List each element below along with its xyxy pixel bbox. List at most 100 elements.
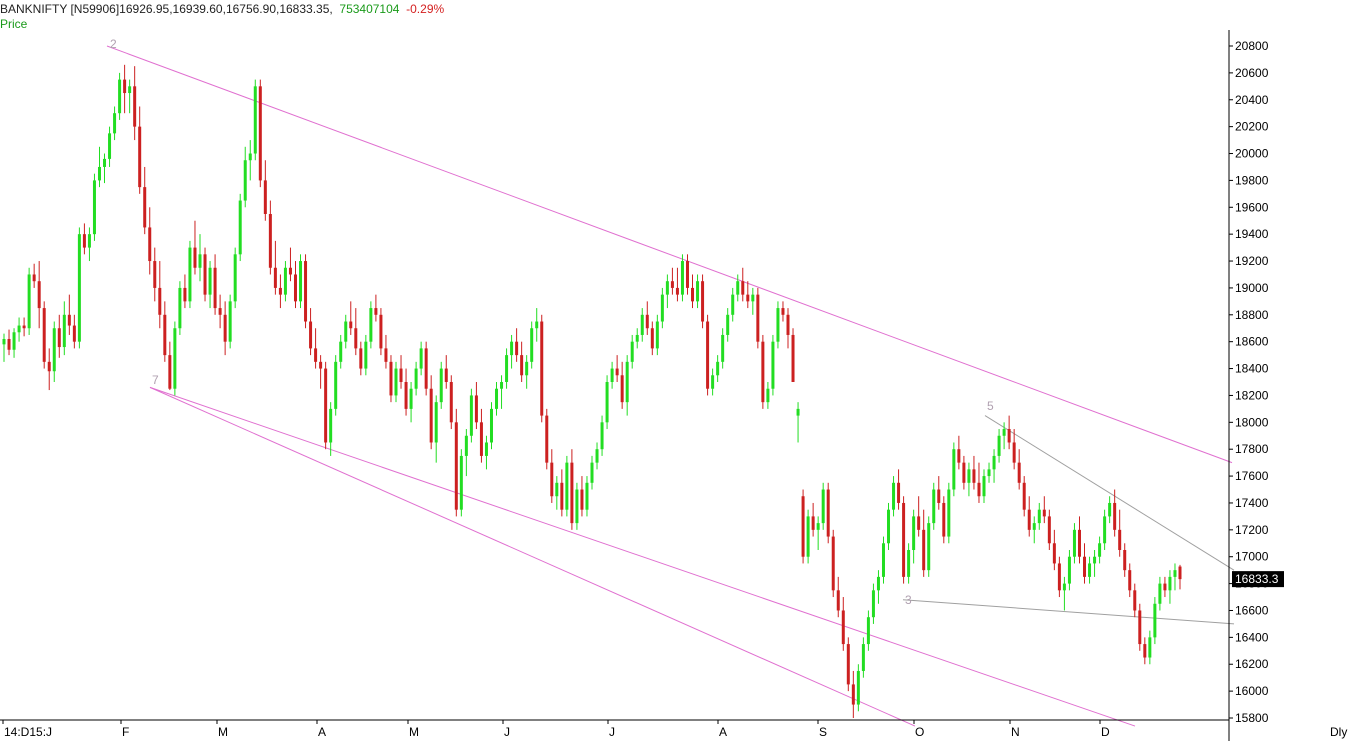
candle (399, 355, 403, 389)
candle (404, 368, 408, 416)
candle-body (148, 227, 152, 262)
price-tick-label: 17800 (1235, 442, 1269, 456)
candle (977, 462, 981, 503)
candle-body (575, 489, 579, 524)
candle-body (615, 368, 619, 376)
candle (685, 254, 689, 295)
price-tick-label: 19200 (1235, 254, 1269, 268)
price-tick-label: 17000 (1235, 550, 1269, 564)
candle (887, 502, 891, 550)
candle-body (866, 617, 870, 645)
candle-body (881, 543, 885, 577)
candle (1042, 496, 1046, 524)
candle (1047, 509, 1051, 550)
candle-body (811, 516, 815, 530)
candle (1032, 516, 1036, 544)
candle-body (1032, 523, 1036, 530)
candle-body (821, 489, 825, 524)
candle-body (791, 334, 795, 382)
candle (304, 254, 308, 329)
candle (454, 408, 458, 517)
candle (751, 287, 755, 315)
candle-body (711, 375, 715, 389)
candle (389, 355, 393, 403)
candle (429, 375, 433, 450)
time-tick-label: J (504, 725, 510, 739)
candle (1143, 637, 1147, 665)
candle-body (198, 254, 202, 268)
candle-body (1098, 543, 1102, 557)
price-tick-label: 17400 (1235, 496, 1269, 510)
candle (1103, 509, 1107, 550)
price-tick-label: 20200 (1235, 120, 1269, 134)
candle-body (1133, 590, 1137, 611)
candle (309, 308, 313, 356)
candle-body (444, 368, 448, 382)
candle (922, 509, 926, 577)
candle (474, 382, 478, 430)
candle-body (178, 287, 182, 329)
candle (103, 153, 107, 184)
time-tick-label: A (318, 725, 326, 739)
candle-body (670, 281, 674, 288)
candle (1098, 536, 1102, 564)
candle-body (816, 523, 820, 530)
candle (997, 429, 1001, 463)
candle (841, 597, 845, 651)
candle (37, 261, 41, 329)
candle-body (630, 341, 634, 362)
candle (1093, 550, 1097, 577)
candle (354, 308, 358, 356)
candle (726, 308, 730, 342)
candle-body (972, 469, 976, 483)
candle-body (489, 408, 493, 443)
candle (665, 274, 669, 309)
candle (746, 281, 750, 309)
candle-body (912, 516, 916, 550)
candle (505, 348, 509, 389)
candle (1077, 516, 1081, 564)
candle-body (188, 247, 192, 302)
candle-body (942, 502, 946, 537)
candle (876, 570, 880, 604)
candle (72, 314, 76, 349)
candle-body (761, 341, 765, 403)
time-tick-label: M (218, 725, 228, 739)
candle-body (329, 408, 333, 443)
candle-body (957, 449, 961, 463)
candle-body (887, 509, 891, 544)
candle-body (831, 536, 835, 591)
price-tick-label: 20800 (1235, 39, 1269, 53)
time-tick-label: N (1011, 725, 1020, 739)
candle (861, 637, 865, 678)
candle (193, 220, 197, 275)
candle-body (1093, 556, 1097, 564)
candle (138, 106, 142, 194)
candle (369, 301, 373, 349)
candle (982, 469, 986, 503)
candle-body (1113, 502, 1117, 530)
candle-body (1057, 563, 1061, 591)
candle (675, 267, 679, 302)
price-tick-label: 18400 (1235, 362, 1269, 376)
candle-body (851, 684, 855, 705)
price-tick-label: 17200 (1235, 523, 1269, 537)
candle-body (645, 314, 649, 329)
candle-body (213, 267, 217, 309)
candle (932, 482, 936, 530)
candle-body (610, 368, 614, 382)
candle (409, 382, 413, 423)
candle (605, 375, 609, 430)
candle-body (706, 321, 710, 389)
candle-body (193, 247, 197, 268)
ohlc-values: 16926.95,16939.60,16756.90,16833.35, (119, 2, 333, 16)
candle (1012, 429, 1016, 470)
candle-body (585, 482, 589, 510)
candle-body (876, 576, 880, 591)
candle (962, 455, 966, 490)
candle (716, 355, 720, 382)
timeframe-label: Dly (1330, 725, 1347, 739)
candle (902, 496, 906, 584)
candle (952, 442, 956, 497)
